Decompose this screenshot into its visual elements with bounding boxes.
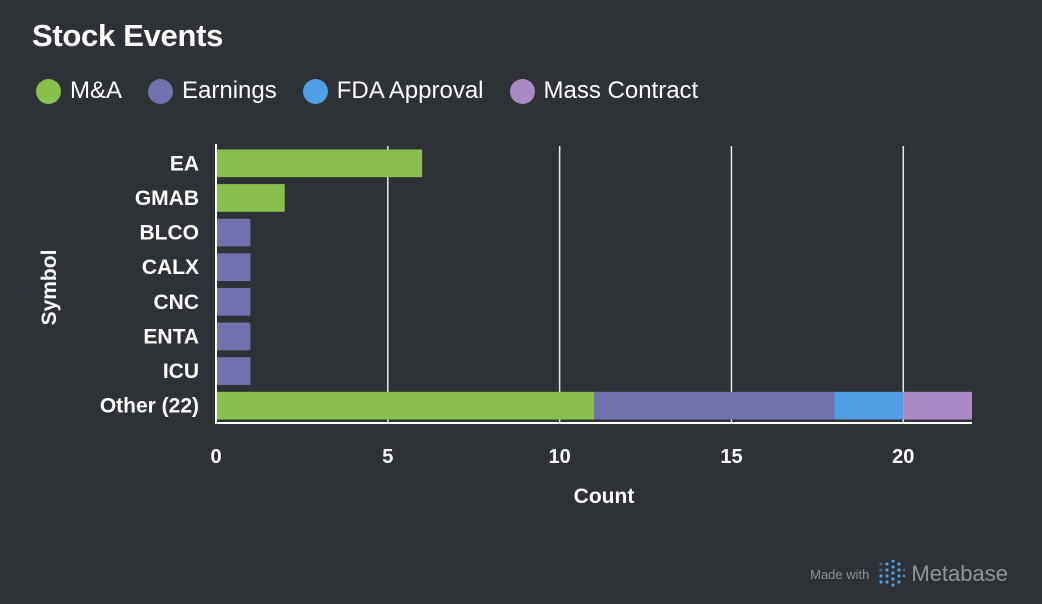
legend-item-fda-approval[interactable]: FDA Approval bbox=[302, 77, 484, 105]
y-tick-label: GMAB bbox=[135, 187, 199, 210]
y-tick-label: ICU bbox=[163, 360, 199, 383]
x-tick-label: 20 bbox=[892, 446, 914, 468]
axes bbox=[215, 144, 972, 424]
x-tick-label: 5 bbox=[382, 446, 393, 468]
bar-earnings-cnc[interactable] bbox=[216, 287, 251, 316]
y-tick-label: Other (22) bbox=[100, 395, 199, 418]
bar-earnings-enta[interactable] bbox=[216, 322, 251, 351]
bar-m-a-other-22-[interactable] bbox=[216, 391, 594, 420]
metabase-logo-icon bbox=[879, 560, 906, 587]
legend-dot bbox=[148, 78, 174, 104]
bar-m-a-gmab[interactable] bbox=[216, 184, 285, 212]
axis-labels: EA GMAB BLCO CALX CNC ENTA ICU Other (22) 0 5 10 15… bbox=[38, 152, 914, 508]
metabase-brand: Metabase bbox=[911, 561, 1008, 586]
bar-m-a-ea[interactable] bbox=[216, 149, 423, 178]
bar-mass-contract-other-22-[interactable] bbox=[903, 391, 972, 420]
x-tick-label: 10 bbox=[549, 446, 571, 468]
y-tick-label: ENTA bbox=[143, 325, 199, 348]
bar-fda-approval-other-22-[interactable] bbox=[834, 391, 904, 420]
y-tick-label: EA bbox=[170, 152, 199, 175]
chart-title: Stock Events bbox=[32, 18, 224, 53]
bars bbox=[216, 149, 972, 420]
y-tick-label: CNC bbox=[154, 291, 200, 314]
y-tick-label: BLCO bbox=[140, 222, 200, 245]
legend-dot bbox=[36, 78, 61, 104]
y-axis-title: Symbol bbox=[38, 250, 61, 326]
legend-label: M&A bbox=[70, 77, 123, 104]
legend-dot bbox=[509, 78, 535, 104]
bar-earnings-icu[interactable] bbox=[216, 357, 251, 385]
x-tick-label: 0 bbox=[210, 446, 221, 468]
grid-lines bbox=[387, 146, 905, 423]
bar-earnings-blco[interactable] bbox=[216, 218, 251, 247]
bar-earnings-other-22-[interactable] bbox=[594, 391, 835, 420]
legend-label: FDA Approval bbox=[336, 77, 484, 104]
legend-dot bbox=[302, 78, 328, 104]
legend-label: Mass Contract bbox=[543, 77, 699, 104]
x-axis-title: Count bbox=[574, 485, 635, 508]
y-tick-label: CALX bbox=[142, 256, 199, 279]
bar-earnings-calx[interactable] bbox=[216, 253, 251, 282]
footer: Made with Metabase bbox=[810, 560, 1008, 588]
legend-item-earnings[interactable]: Earnings bbox=[148, 77, 277, 105]
made-with-text: Made with bbox=[810, 566, 870, 582]
x-tick-label: 15 bbox=[720, 446, 742, 468]
legend-item-ma[interactable]: M&A bbox=[36, 77, 122, 105]
legend-label: Earnings bbox=[182, 77, 277, 104]
legend-item-mass-contract[interactable]: Mass Contract bbox=[509, 77, 699, 105]
chart-legend: M&A Earnings FDA Approval Mass Contract bbox=[36, 76, 724, 106]
